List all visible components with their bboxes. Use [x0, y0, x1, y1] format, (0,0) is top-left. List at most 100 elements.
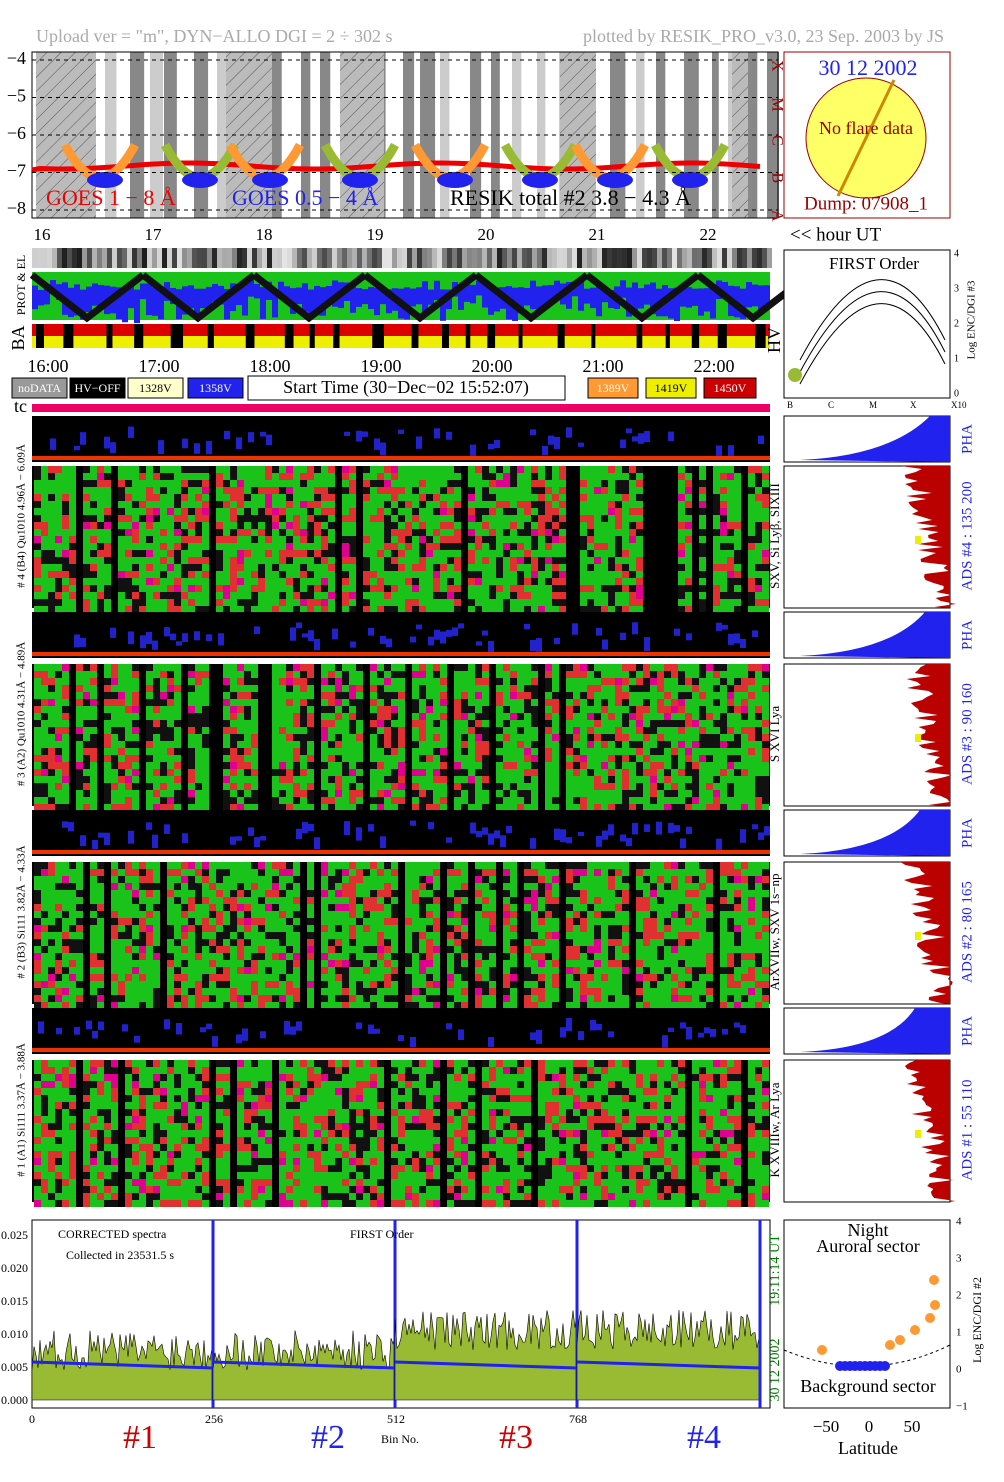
- pha-cell: [434, 630, 440, 640]
- spectrogram-cell: [685, 713, 692, 720]
- spectrogram-cell: [307, 522, 314, 529]
- spectrogram-cell: [202, 804, 209, 811]
- spectrogram-cell: [62, 480, 69, 487]
- spectrogram-cell: [314, 783, 321, 790]
- spectrogram-cell: [69, 515, 76, 522]
- spectrogram-cell: [419, 706, 426, 713]
- spectrogram-cell: [699, 720, 706, 727]
- spectrogram-cell: [468, 501, 475, 508]
- count-cell: [202, 248, 207, 268]
- spectrogram-cell: [720, 797, 727, 804]
- tc-bar: [32, 404, 770, 412]
- spectrogram-cell: [48, 522, 55, 529]
- spectrogram-cell: [125, 571, 132, 578]
- spectrogram-cell: [762, 692, 769, 699]
- spectrogram-cell: [685, 578, 692, 585]
- spectrogram-cell: [272, 564, 279, 571]
- spectrogram-cell: [237, 522, 244, 529]
- spectrogram-cell: [244, 734, 251, 741]
- spectrogram-cell: [272, 741, 279, 748]
- spectrogram-cell: [398, 762, 405, 769]
- spectrogram-cell: [209, 685, 216, 692]
- spectrogram-cell: [713, 585, 720, 592]
- spectrogram-cell: [279, 529, 286, 536]
- spectrogram-cell: [706, 522, 713, 529]
- count-cell: [62, 248, 67, 268]
- spectrogram-cell: [314, 755, 321, 762]
- spectrogram-cell: [188, 487, 195, 494]
- spectrogram-cell: [111, 692, 118, 699]
- spectrogram-cell: [559, 578, 566, 585]
- spectrogram-cell: [55, 678, 62, 685]
- spectrogram-cell: [552, 487, 559, 494]
- spectrogram-cell: [615, 699, 622, 706]
- spectrogram-cell: [657, 508, 664, 515]
- spectrogram-cell: [97, 466, 104, 473]
- spectrogram-cell: [419, 487, 426, 494]
- spectrogram-cell: [706, 692, 713, 699]
- spectrogram-cell: [321, 776, 328, 783]
- spectrogram-cell: [223, 699, 230, 706]
- spectrogram-cell: [538, 571, 545, 578]
- spectrogram-cell: [223, 557, 230, 564]
- spectrogram-cell: [433, 550, 440, 557]
- pha-cell: [152, 835, 158, 848]
- spectrogram-cell: [524, 592, 531, 599]
- spectrogram-cell: [608, 578, 615, 585]
- spectrogram-cell: [524, 508, 531, 515]
- spectrogram-cell: [447, 522, 454, 529]
- spectrogram-cell: [594, 487, 601, 494]
- spectrogram-cell: [482, 762, 489, 769]
- spectrogram-cell: [139, 734, 146, 741]
- spectrogram-cell: [706, 592, 713, 599]
- spectrogram-cell: [727, 692, 734, 699]
- spectrogram-cell: [636, 797, 643, 804]
- spectrogram-cell: [244, 529, 251, 536]
- spectrogram-cell: [286, 664, 293, 671]
- spectrogram-cell: [391, 557, 398, 564]
- spectrogram-cell: [426, 480, 433, 487]
- spectrogram-cell: [678, 487, 685, 494]
- spectrogram-cell: [55, 713, 62, 720]
- spectrogram-cell: [223, 762, 230, 769]
- spectrogram-cell: [384, 783, 391, 790]
- spectrogram-cell: [559, 706, 566, 713]
- count-cell: [412, 248, 417, 268]
- spectrogram-cell: [314, 592, 321, 599]
- spectrogram-cell: [104, 522, 111, 529]
- spectrogram-cell: [223, 769, 230, 776]
- spectrogram-cell: [580, 664, 587, 671]
- spectrogram-cell: [48, 720, 55, 727]
- spectrogram-cell: [636, 671, 643, 678]
- spectrogram-cell: [209, 571, 216, 578]
- spectrogram-cell: [41, 664, 48, 671]
- spectrogram-cell: [664, 501, 671, 508]
- spectrogram-cell: [468, 734, 475, 741]
- spectrogram-cell: [594, 592, 601, 599]
- spectrogram-cell: [83, 727, 90, 734]
- spectrogram-cell: [622, 664, 629, 671]
- spectrogram-cell: [545, 571, 552, 578]
- spectrogram-cell: [223, 692, 230, 699]
- spectrogram-cell: [433, 706, 440, 713]
- spectrogram-cell: [713, 804, 720, 811]
- spectrogram-cell: [748, 494, 755, 501]
- spectrogram-cell: [125, 592, 132, 599]
- spectrogram-cell: [34, 783, 41, 790]
- spectrogram-cell: [741, 713, 748, 720]
- spectrogram-cell: [307, 494, 314, 501]
- spectrogram-cell: [209, 508, 216, 515]
- spectrogram-cell: [125, 578, 132, 585]
- spectrogram-cell: [118, 713, 125, 720]
- spectrogram-cell: [48, 692, 55, 699]
- spectrogram-cell: [321, 466, 328, 473]
- spectrogram-cell: [153, 494, 160, 501]
- spectrogram-cell: [132, 494, 139, 501]
- spectrogram-cell: [125, 543, 132, 550]
- spectrogram-cell: [104, 783, 111, 790]
- spectrogram-cell: [41, 769, 48, 776]
- spectrogram-cell: [398, 543, 405, 550]
- spectrogram-cell: [755, 664, 762, 671]
- spectrogram-cell: [307, 692, 314, 699]
- spectrogram-cell: [265, 748, 272, 755]
